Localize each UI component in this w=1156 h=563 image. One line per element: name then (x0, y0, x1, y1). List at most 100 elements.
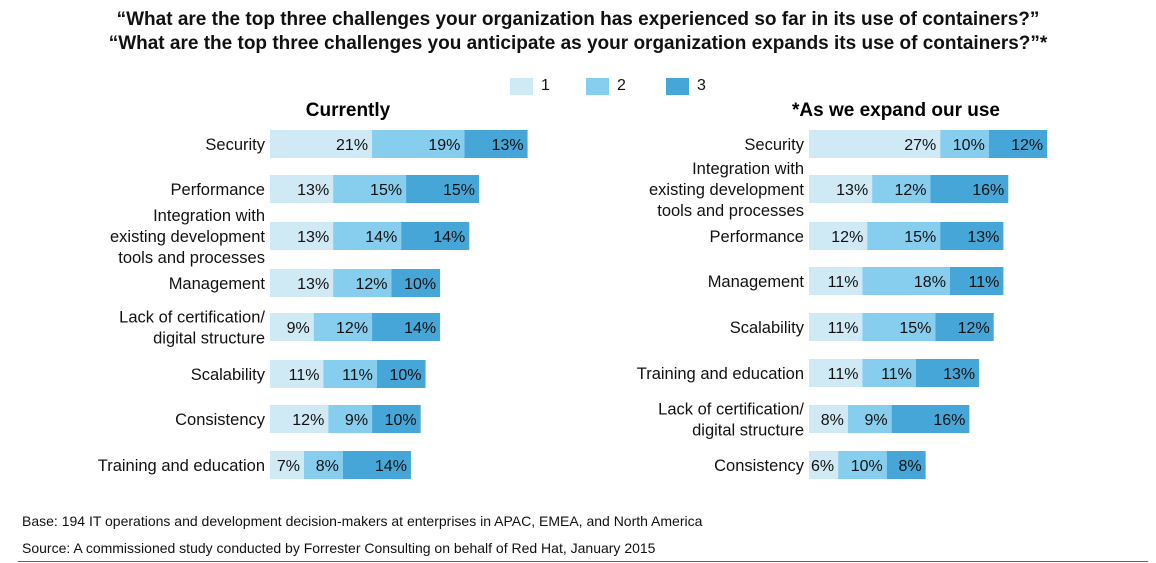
category-label: Management (169, 275, 266, 293)
category-label: Integration with (692, 160, 804, 178)
data-label: 14% (375, 458, 407, 475)
bar-segment-3 (372, 405, 421, 433)
bar-segment-1 (809, 313, 863, 341)
data-label: 13% (836, 182, 868, 199)
bar-segment-2 (838, 451, 887, 479)
bar-segment-3 (391, 269, 441, 297)
data-label: 8% (899, 458, 922, 475)
bar-segment-1 (809, 405, 848, 433)
bar-segment-3 (376, 360, 426, 388)
data-label: 10% (404, 276, 436, 293)
bar-segment-3 (915, 359, 980, 387)
data-label: 12% (831, 229, 863, 246)
category-label: Security (205, 136, 265, 154)
category-label: Management (708, 273, 805, 291)
data-label: 15% (904, 229, 936, 246)
data-label: 11% (289, 367, 320, 384)
bar-segment-2 (867, 222, 941, 250)
category-label: Integration with (153, 207, 265, 225)
data-label: 13% (297, 229, 329, 246)
category-label: tools and processes (657, 202, 804, 220)
bar-segment-3 (891, 405, 970, 433)
chart-panel-2: *As we expand our use Security 27% 10% 12% In… (637, 100, 1048, 479)
chart-panel-1: Currently Security 21% 19% 13% Performance 13%… (98, 100, 528, 479)
bar-segment-1 (270, 405, 329, 433)
bar-segment-2 (862, 313, 936, 341)
bar-segment-2 (847, 405, 892, 433)
bar-segment-3 (930, 175, 1009, 203)
bar-segment-1 (270, 360, 324, 388)
data-label: 9% (864, 412, 887, 429)
footer-divider (18, 561, 1148, 562)
data-label: 14% (433, 229, 465, 246)
bar-segment-3 (401, 222, 470, 250)
chart-title-line-1: “What are the top three challenges your … (116, 9, 1040, 30)
footer-source: Source: A commissioned study conducted b… (22, 540, 656, 556)
bar-segment-3 (406, 175, 479, 203)
legend-item-1: 1 (510, 77, 550, 95)
legend-swatch-1 (510, 77, 533, 95)
category-label: Scalability (730, 319, 805, 337)
category-label: existing development (649, 181, 804, 199)
bar-segment-2 (333, 222, 402, 250)
data-label: 18% (914, 274, 946, 291)
bar-segment-3 (940, 222, 1004, 250)
bar-segment-2 (372, 130, 465, 158)
bar-segment-2 (328, 405, 373, 433)
bar-segment-2 (940, 130, 989, 158)
bar-segment-2 (304, 451, 343, 479)
panel-title: *As we expand our use (792, 100, 1000, 121)
bar-segment-1 (270, 222, 334, 250)
category-label: Training and education (98, 457, 265, 475)
legend-swatch-2 (586, 77, 609, 95)
bar-segment-1 (270, 313, 314, 341)
footer-base: Base: 194 IT operations and development … (22, 513, 703, 529)
category-label: Lack of certification/ (658, 401, 804, 419)
data-label: 19% (428, 137, 460, 154)
panel-title: Currently (306, 100, 391, 121)
data-label: 11% (342, 367, 373, 384)
data-label: 13% (492, 137, 524, 154)
data-label: 11% (881, 366, 912, 383)
data-label: 9% (287, 320, 310, 337)
data-label: 13% (297, 182, 329, 199)
bar-segment-1 (270, 175, 334, 203)
bar-segment-1 (809, 175, 873, 203)
legend-swatch-3 (666, 77, 689, 95)
bar-segment-2 (862, 267, 950, 295)
legend-label-1: 1 (541, 77, 550, 94)
data-label: 13% (297, 276, 329, 293)
data-label: 11% (828, 274, 859, 291)
data-label: 12% (336, 320, 368, 337)
legend-item-3: 3 (666, 77, 706, 95)
category-label: Security (744, 136, 804, 154)
data-label: 16% (972, 182, 1004, 199)
data-label: 9% (345, 412, 368, 429)
data-label: 15% (899, 320, 931, 337)
data-label: 12% (894, 182, 926, 199)
data-label: 8% (821, 412, 844, 429)
bar-segment-1 (809, 130, 941, 158)
data-label: 14% (365, 229, 397, 246)
category-label: Training and education (637, 365, 804, 383)
data-label: 15% (370, 182, 402, 199)
bar-segment-1 (809, 451, 839, 479)
data-label: 12% (292, 412, 324, 429)
bar-segment-3 (342, 451, 411, 479)
bar-segment-1 (270, 130, 373, 158)
bar-segment-2 (333, 269, 392, 297)
data-label: 11% (969, 274, 1000, 291)
legend-item-2: 2 (586, 77, 626, 95)
category-label: digital structure (692, 422, 804, 440)
bar-segment-3 (988, 130, 1048, 158)
data-label: 12% (958, 320, 990, 337)
category-label: Scalability (191, 366, 266, 384)
bar-segment-3 (949, 267, 1004, 295)
data-label: 15% (443, 182, 475, 199)
data-label: 27% (904, 137, 936, 154)
bar-segment-1 (270, 451, 305, 479)
bar-segment-3 (372, 313, 441, 341)
data-label: 13% (943, 366, 975, 383)
bar-segment-1 (809, 267, 863, 295)
data-label: 11% (828, 320, 859, 337)
